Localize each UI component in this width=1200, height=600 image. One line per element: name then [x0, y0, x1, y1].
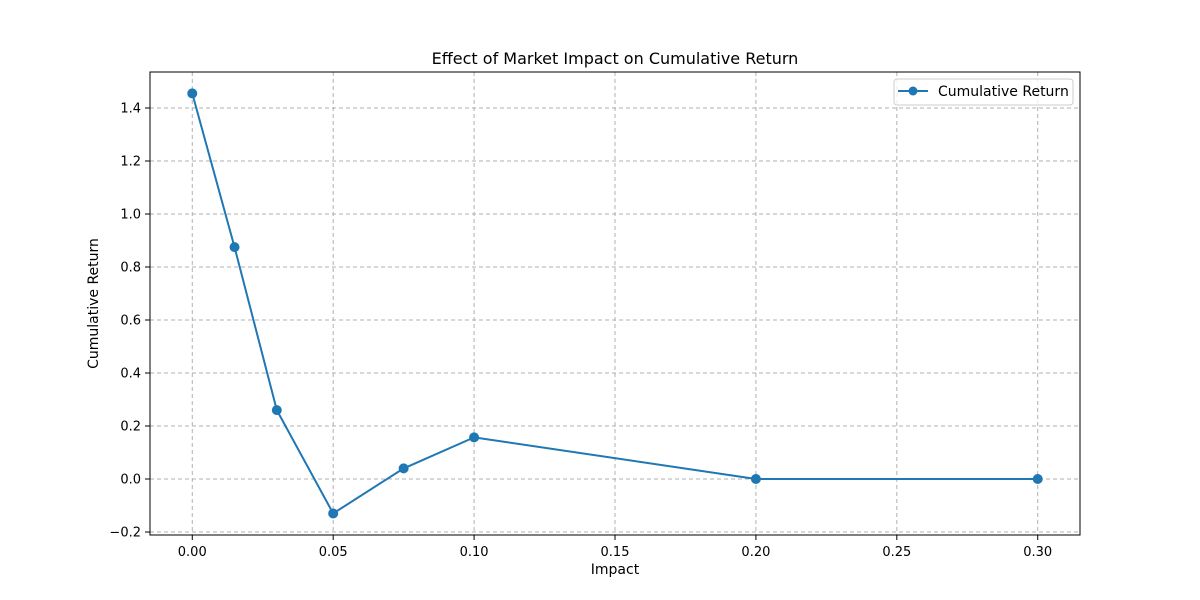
- legend-label: Cumulative Return: [938, 84, 1069, 100]
- x-tick-label: 0.00: [178, 545, 207, 560]
- grid: [150, 72, 1080, 535]
- y-tick-label: 0.2: [120, 420, 141, 435]
- y-tick-label: 1.2: [120, 155, 141, 170]
- data-point: [469, 432, 480, 443]
- x-axis-label: Impact: [591, 562, 640, 578]
- data-point: [328, 508, 339, 519]
- chart-title: Effect of Market Impact on Cumulative Re…: [432, 49, 799, 68]
- x-tick-label: 0.10: [460, 545, 489, 560]
- data-point: [1032, 474, 1043, 484]
- legend-marker: [908, 86, 918, 96]
- y-tick-label: 0.4: [120, 367, 141, 382]
- series-layer: [187, 88, 1043, 519]
- y-tick-label: 1.0: [120, 208, 141, 223]
- y-tick-label: 1.4: [120, 102, 141, 117]
- x-tick-label: 0.05: [319, 545, 348, 560]
- data-point: [187, 88, 198, 99]
- x-tick-label: 0.30: [1023, 545, 1052, 560]
- x-tick-label: 0.20: [741, 545, 770, 560]
- data-point: [750, 474, 761, 484]
- data-point: [398, 463, 409, 474]
- legend-box: [893, 78, 1074, 106]
- x-tick-label: 0.15: [601, 545, 630, 560]
- data-point: [229, 242, 240, 253]
- y-tick-label: 0.8: [120, 261, 141, 276]
- x-tick-label: 0.25: [882, 545, 911, 560]
- axis-ticks: 0.00 0.05 0.10 0.15 0.20 0.25 0.30 −0.2 0.0 0.2 0.…: [109, 102, 1052, 561]
- legend: Cumulative Return: [893, 78, 1074, 106]
- y-tick-label: 0.0: [120, 473, 141, 488]
- y-axis-label: Cumulative Return: [86, 238, 102, 369]
- series-line: [191, 93, 1038, 515]
- y-tick-label: −0.2: [109, 526, 141, 541]
- data-point: [271, 405, 282, 416]
- y-tick-label: 0.6: [120, 314, 141, 329]
